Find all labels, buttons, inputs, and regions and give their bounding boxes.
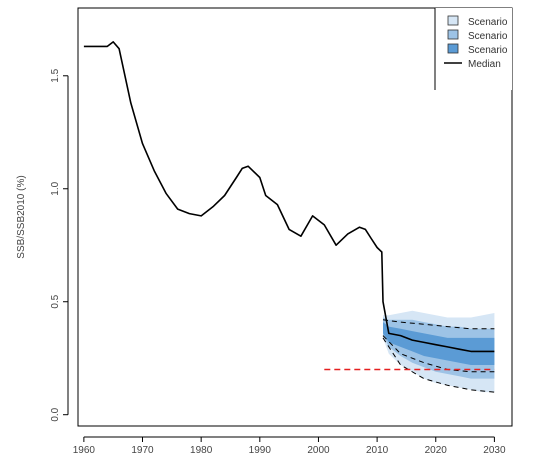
quantile-line-1 xyxy=(382,319,495,330)
x-tick-label: 2030 xyxy=(483,445,506,456)
y-tick-label: 0.0 xyxy=(50,407,61,421)
x-tick-label: 1990 xyxy=(249,445,272,456)
y-tick-label: 0.5 xyxy=(50,294,61,308)
legend-label-1: Scenario xyxy=(468,17,508,28)
legend: Scenario Scenario Scenario Median xyxy=(434,8,512,90)
y-axis-title: SSB/SSB2010 (%) xyxy=(16,175,27,258)
quantile-line-2 xyxy=(382,335,495,373)
scenario-band-3 xyxy=(383,322,495,365)
x-tick-label: 2000 xyxy=(307,445,330,456)
median-line xyxy=(83,41,495,353)
axes-layer: 1960 1970 1980 1990 2000 2010 2020 2030 0.0 0.5 1.… xyxy=(50,68,506,456)
lines-layer xyxy=(83,41,495,393)
x-tick-label: 1970 xyxy=(131,445,154,456)
legend-label-4: Median xyxy=(468,59,501,70)
legend-swatch-2 xyxy=(447,29,459,40)
legend-label-2: Scenario xyxy=(468,31,508,42)
plot-frame xyxy=(77,7,513,427)
x-tick-label: 1960 xyxy=(73,445,96,456)
x-tick-label: 2010 xyxy=(366,445,389,456)
y-tick-label: 1.0 xyxy=(50,181,61,195)
legend-swatch-3 xyxy=(447,43,459,54)
x-tick-label: 2020 xyxy=(425,445,448,456)
y-tick-label: 1.5 xyxy=(50,68,61,82)
quantile-line-3 xyxy=(382,337,495,393)
legend-swatch-1 xyxy=(447,15,459,26)
x-tick-label: 1980 xyxy=(190,445,213,456)
legend-label-3: Scenario xyxy=(468,45,508,56)
